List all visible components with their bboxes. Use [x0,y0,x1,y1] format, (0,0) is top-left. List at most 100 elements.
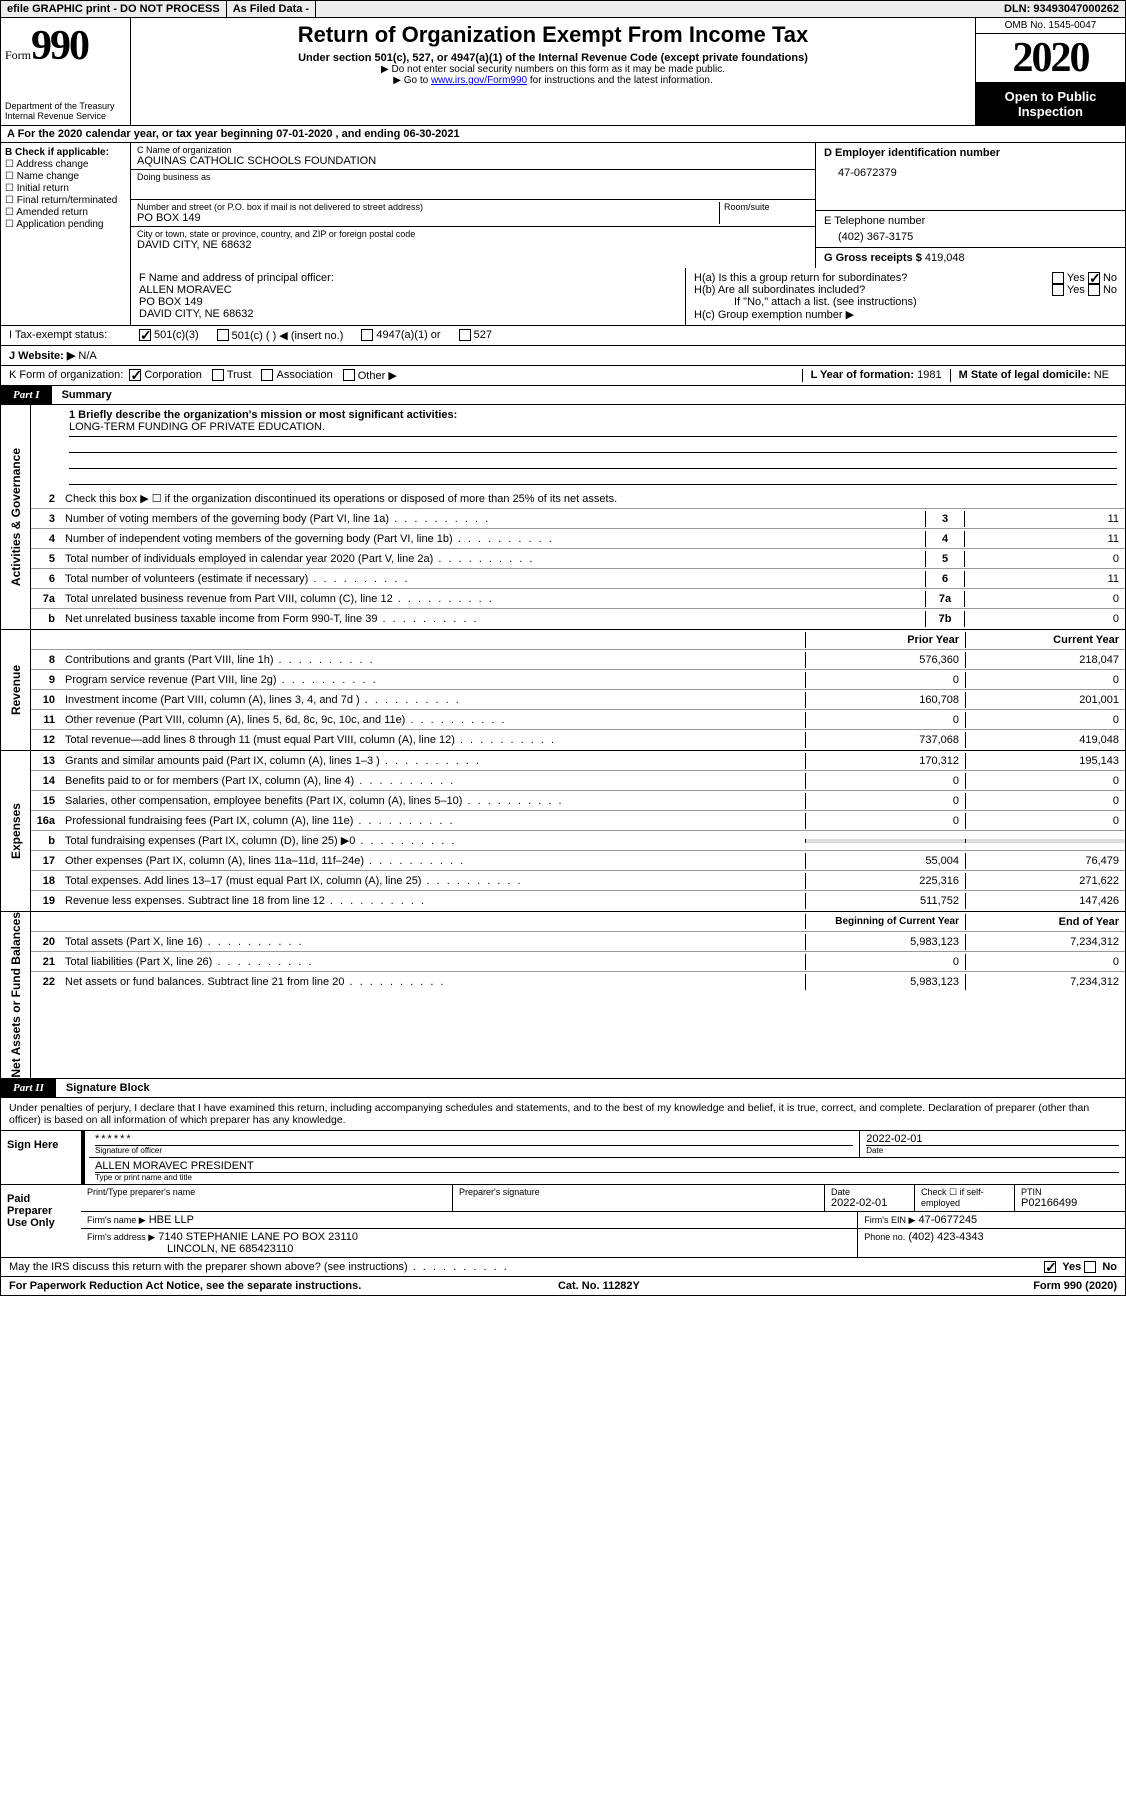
cb-hb-yes[interactable] [1052,284,1064,296]
section-governance: Activities & Governance 1 Briefly descri… [0,405,1126,630]
part1-header: Part I Summary [0,386,1126,405]
cb-501c[interactable] [217,329,229,341]
form-header: Form990 Department of the Treasury Inter… [0,18,1126,126]
org-name: AQUINAS CATHOLIC SCHOOLS FOUNDATION [137,155,809,167]
table-row: 19Revenue less expenses. Subtract line 1… [31,891,1125,911]
row-a: A For the 2020 calendar year, or tax yea… [0,126,1126,143]
vtab-revenue: Revenue [1,630,31,750]
org-city: DAVID CITY, NE 68632 [137,239,809,251]
table-row: 12Total revenue—add lines 8 through 11 (… [31,730,1125,750]
table-row: 20Total assets (Part X, line 16)5,983,12… [31,932,1125,952]
cb-initial-return[interactable]: ☐ Initial return [5,183,126,194]
sign-date: 2022-02-01 [866,1133,922,1145]
as-filed: As Filed Data - [227,1,316,17]
cb-501c3[interactable] [139,329,151,341]
cb-trust[interactable] [212,369,224,381]
irs-link[interactable]: www.irs.gov/Form990 [431,75,527,86]
header-mid: Return of Organization Exempt From Incom… [131,18,975,125]
cb-other[interactable] [343,369,355,381]
dept-treasury: Department of the Treasury Internal Reve… [5,101,126,121]
table-row: 15Salaries, other compensation, employee… [31,791,1125,811]
domicile: NE [1094,369,1109,381]
gov-row: 2Check this box ▶ ☐ if the organization … [31,489,1125,509]
firm-address: 7140 STEPHANIE LANE PO BOX 23110 [158,1231,358,1243]
gov-row: 5Total number of individuals employed in… [31,549,1125,569]
cb-application-pending[interactable]: ☐ Application pending [5,219,126,230]
line-i: I Tax-exempt status: 501(c)(3) 501(c) ( … [0,326,1126,346]
table-row: 10Investment income (Part VIII, column (… [31,690,1125,710]
mission-text: LONG-TERM FUNDING OF PRIVATE EDUCATION. [69,421,1117,437]
cb-final-return[interactable]: ☐ Final return/terminated [5,195,126,206]
section-expenses: Expenses 13Grants and similar amounts pa… [0,751,1126,912]
gov-row: bNet unrelated business taxable income f… [31,609,1125,629]
table-row: 11Other revenue (Part VIII, column (A), … [31,710,1125,730]
header-left: Form990 Department of the Treasury Inter… [1,18,131,125]
cb-self-employed[interactable]: Check ☐ if self-employed [915,1185,1015,1211]
firm-phone: (402) 423-4343 [908,1231,983,1243]
paid-preparer-block: Paid Preparer Use Only Print/Type prepar… [0,1185,1126,1258]
table-row: 22Net assets or fund balances. Subtract … [31,972,1125,992]
officer-signature: ****** [95,1133,133,1145]
cb-address-change[interactable]: ☐ Address change [5,159,126,170]
table-row: bTotal fundraising expenses (Part IX, co… [31,831,1125,851]
table-row: 21Total liabilities (Part X, line 26)00 [31,952,1125,972]
line-klm: K Form of organization: Corporation Trus… [0,366,1126,386]
goto-note: ▶ Go to www.irs.gov/Form990 for instruct… [139,75,967,86]
vtab-expenses: Expenses [1,751,31,911]
section-bcdeg: B Check if applicable: ☐ Address change … [0,143,1126,268]
table-row: 16aProfessional fundraising fees (Part I… [31,811,1125,831]
vtab-governance: Activities & Governance [1,405,31,629]
cb-ha-no[interactable] [1088,272,1100,284]
vtab-balances: Net Assets or Fund Balances [1,912,31,1078]
dln: DLN: 93493047000262 [998,1,1125,17]
officer-name-title: ALLEN MORAVEC PRESIDENT [95,1160,254,1172]
telephone: (402) 367-3175 [824,227,1117,243]
cb-ha-yes[interactable] [1052,272,1064,284]
part2-header: Part II Signature Block [0,1079,1126,1098]
cb-name-change[interactable]: ☐ Name change [5,171,126,182]
section-balances: Net Assets or Fund Balances Beginning of… [0,912,1126,1079]
section-revenue: Revenue Prior Year Current Year 8Contrib… [0,630,1126,751]
year-header-row: Prior Year Current Year [31,630,1125,650]
officer-name: ALLEN MORAVEC [139,284,677,296]
open-inspection: Open to Public Inspection [976,83,1125,125]
gov-row: 4Number of independent voting members of… [31,529,1125,549]
sign-here-block: Sign Here ******Signature of officer 202… [0,1131,1126,1185]
box-deg: D Employer identification number47-06723… [815,143,1125,268]
cb-assoc[interactable] [261,369,273,381]
preparer-date: 2022-02-01 [831,1197,908,1209]
cb-corp[interactable] [129,369,141,381]
mission: 1 Briefly describe the organization's mi… [31,405,1125,489]
sig-declaration: Under penalties of perjury, I declare th… [0,1098,1126,1131]
box-h: H(a) Is this a group return for subordin… [685,268,1125,326]
ein: 47-0672379 [824,159,1117,179]
cb-hb-no[interactable] [1088,284,1100,296]
efile-warning: efile GRAPHIC print - DO NOT PROCESS [1,1,227,17]
org-street: PO BOX 149 [137,212,719,224]
box-b: B Check if applicable: ☐ Address change … [1,143,131,268]
firm-ein: 47-0677245 [918,1214,977,1226]
cb-discuss-yes[interactable] [1044,1261,1056,1273]
cb-4947[interactable] [361,329,373,341]
cb-527[interactable] [459,329,471,341]
form-subtitle: Under section 501(c), 527, or 4947(a)(1)… [139,52,967,64]
firm-name: HBE LLP [149,1214,194,1226]
year-formation: 1981 [917,369,941,381]
group-exemption: H(c) Group exemption number ▶ [694,308,1117,321]
table-row: 14Benefits paid to or for members (Part … [31,771,1125,791]
table-row: 8Contributions and grants (Part VIII, li… [31,650,1125,670]
ptin: P02166499 [1021,1197,1119,1209]
box-f: F Name and address of principal officer:… [131,268,685,326]
cb-discuss-no[interactable] [1084,1261,1096,1273]
website: N/A [78,350,96,362]
omb-number: OMB No. 1545-0047 [976,18,1125,34]
section-fh: F Name and address of principal officer:… [0,268,1126,326]
table-row: 13Grants and similar amounts paid (Part … [31,751,1125,771]
cb-amended-return[interactable]: ☐ Amended return [5,207,126,218]
gov-row: 7aTotal unrelated business revenue from … [31,589,1125,609]
may-irs-discuss: May the IRS discuss this return with the… [0,1258,1126,1277]
gov-row: 3Number of voting members of the governi… [31,509,1125,529]
header-right: OMB No. 1545-0047 2020 Open to Public In… [975,18,1125,125]
bal-header-row: Beginning of Current Year End of Year [31,912,1125,932]
line-j: J Website: ▶ N/A [0,346,1126,366]
